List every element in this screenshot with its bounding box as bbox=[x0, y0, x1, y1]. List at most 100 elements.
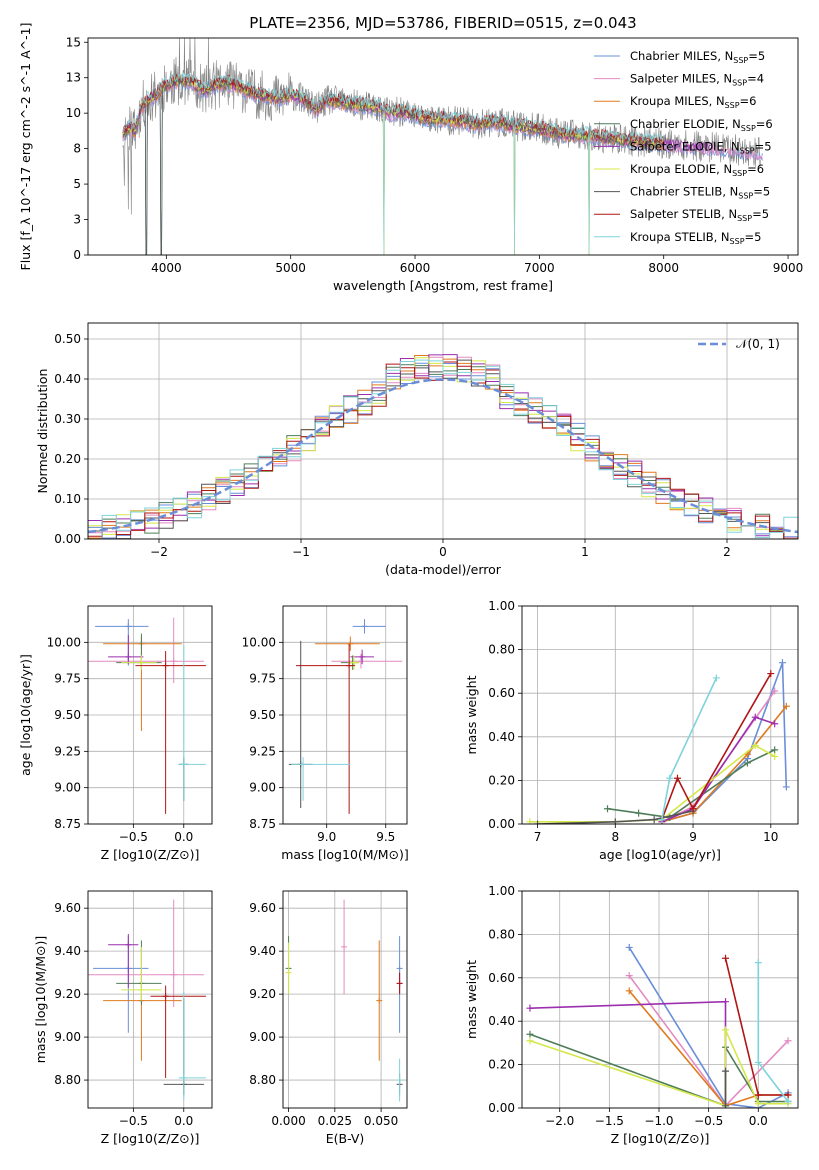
axes-frame bbox=[87, 605, 213, 825]
mass-weight-marker bbox=[526, 1030, 534, 1038]
y-axis-label: mass [log10(M/M⊙)] bbox=[33, 936, 48, 1064]
data-point-marker bbox=[341, 943, 348, 950]
x-tick-label: −1.0 bbox=[644, 1114, 673, 1128]
x-tick-label: −0.5 bbox=[119, 1114, 148, 1128]
y-tick-label: 8.75 bbox=[249, 817, 276, 831]
y-tick-label: 9.20 bbox=[54, 987, 81, 1001]
mass-weight-line-kroupa-stelib bbox=[757, 962, 789, 1102]
x-axis-label: Z [log10(Z/Z⊙)] bbox=[101, 847, 200, 862]
mass-weight-line-salpeter-stelib bbox=[661, 673, 772, 820]
normal-distribution-curve bbox=[88, 378, 798, 534]
mass-weight-vs-metallicity-panel: −2.0 −1.5 −1.0 −0.5 0.0 0.00 0.20 0.40 0.60 0.80 1… bbox=[464, 884, 799, 1146]
y-tick-label: 0.10 bbox=[54, 492, 81, 506]
legend-subscript: SSP bbox=[732, 169, 747, 178]
plot-area bbox=[526, 659, 790, 824]
legend-count: =5 bbox=[752, 207, 769, 221]
x-tick-label: 0.0 bbox=[749, 1114, 768, 1128]
mass-weight-marker bbox=[782, 783, 790, 791]
mass-weight-marker bbox=[625, 987, 633, 995]
y-tick-label: 9.25 bbox=[54, 744, 81, 758]
axes-frame bbox=[282, 890, 408, 1109]
mass-weight-marker bbox=[611, 818, 619, 824]
data-point-marker bbox=[125, 941, 132, 948]
x-tick-label: 1 bbox=[581, 545, 589, 559]
legend-count: =5 bbox=[748, 49, 765, 63]
legend-count: =4 bbox=[747, 72, 764, 86]
legend-subscript: SSP bbox=[737, 214, 752, 223]
y-tick-label: 0.20 bbox=[488, 1058, 515, 1072]
legend-label: Chabrier ELODIE, NSSP=6 bbox=[630, 117, 773, 133]
legend-label: Chabrier MILES, NSSP=5 bbox=[630, 49, 765, 65]
x-tick-label: −0.5 bbox=[119, 830, 148, 844]
x-tick-label: 0.050 bbox=[364, 1114, 398, 1128]
x-tick-label: 7000 bbox=[524, 261, 555, 275]
mass-weight-line-salpeter-elodie bbox=[661, 716, 775, 823]
y-tick-label: 9.60 bbox=[54, 901, 81, 915]
legend-subscript: SSP bbox=[725, 101, 740, 110]
mass-weight-marker bbox=[754, 1091, 762, 1099]
y-tick-label: 8.80 bbox=[249, 1073, 276, 1087]
y-tick-label: 9.75 bbox=[249, 672, 276, 686]
axes-frame bbox=[282, 605, 408, 825]
y-tick-label: 0.30 bbox=[54, 412, 81, 426]
x-axis-label: (data-model)/error bbox=[385, 562, 502, 577]
legend-count: =6 bbox=[756, 117, 773, 131]
axes-frame bbox=[521, 890, 799, 1109]
data-point-marker bbox=[347, 640, 354, 647]
x-tick-label: −0.5 bbox=[694, 1114, 723, 1128]
x-axis-label: Z [log10(Z/Z⊙)] bbox=[611, 1131, 710, 1146]
mass-weight-marker bbox=[784, 1097, 792, 1105]
y-tick-label: 5 bbox=[73, 177, 81, 191]
x-axis-label: age [log10(age/yr)] bbox=[599, 847, 721, 862]
residual-histogram-panel: −2 −1 0 1 2 0.00 0.10 0.20 0.30 0.40 0.50 (data-mod… bbox=[35, 322, 799, 577]
y-tick-label: 10.00 bbox=[242, 635, 276, 649]
y-tick-label: 15 bbox=[66, 35, 81, 49]
data-point-marker bbox=[125, 653, 132, 660]
x-tick-label: 7 bbox=[534, 830, 542, 844]
plot-area bbox=[285, 899, 403, 1102]
mass-weight-marker bbox=[771, 687, 779, 695]
mass-weight-marker bbox=[673, 774, 681, 782]
figure-title: PLATE=2356, MJD=53786, FIBERID=0515, z=0… bbox=[249, 14, 636, 32]
mass-weight-marker bbox=[778, 659, 786, 667]
y-tick-label: 9.00 bbox=[249, 781, 276, 795]
mass-weight-marker bbox=[754, 1058, 762, 1066]
mass-weight-marker bbox=[526, 818, 534, 824]
mass-weight-marker bbox=[526, 1004, 534, 1012]
spectrum-legend: Chabrier MILES, NSSP=5 Salpeter MILES, NS… bbox=[594, 49, 773, 246]
mass-weight-marker bbox=[722, 954, 730, 962]
y-tick-label: 0.40 bbox=[488, 1014, 515, 1028]
mass-weight-marker bbox=[625, 972, 633, 980]
y-tick-label: 8.75 bbox=[54, 817, 81, 831]
axes-frame bbox=[87, 890, 213, 1109]
legend-count: =6 bbox=[740, 94, 757, 108]
legend-label: 𝒩(0, 1) bbox=[736, 337, 780, 351]
mass-weight-marker bbox=[754, 1100, 762, 1108]
x-tick-label: 0.000 bbox=[271, 1114, 305, 1128]
y-tick-label: 9.50 bbox=[54, 708, 81, 722]
y-axis-label: Flux [f_λ 10^-17 erg cm^-2 s^-1 A^-1] bbox=[18, 23, 33, 271]
x-tick-label: −2 bbox=[150, 545, 168, 559]
y-tick-label: 0.00 bbox=[488, 1101, 515, 1115]
mass-weight-line-chabrier-miles bbox=[628, 946, 789, 1108]
mass-weight-marker bbox=[722, 1026, 730, 1034]
data-point-marker bbox=[300, 761, 307, 768]
x-tick-label: 9 bbox=[689, 830, 697, 844]
mass-weight-marker bbox=[782, 702, 790, 710]
mass-weight-marker bbox=[722, 1067, 730, 1075]
legend-subscript: SSP bbox=[738, 192, 753, 201]
model-spectrum-kroupa-elodie bbox=[122, 73, 665, 255]
legend-label: Salpeter MILES, NSSP=4 bbox=[630, 72, 764, 88]
mass-weight-marker bbox=[784, 1037, 792, 1045]
data-point-marker bbox=[138, 659, 145, 666]
mass-weight-vs-age-panel: 7 8 9 10 0.00 0.20 0.40 0.60 0.80 1.00 age [log10(… bbox=[464, 599, 799, 862]
x-tick-label: 8000 bbox=[648, 261, 679, 275]
mass-weight-line-salpeter-elodie bbox=[529, 1000, 727, 1106]
mass-weight-marker bbox=[534, 820, 542, 824]
y-tick-label: 0.80 bbox=[488, 643, 515, 657]
legend-subscript: SSP bbox=[730, 237, 745, 246]
mass-vs-ebv-panel: 0.000 0.025 0.050 8.80 9.00 9.20 9.40 9.60 E(B-V… bbox=[249, 890, 408, 1146]
plot-area bbox=[288, 619, 403, 814]
y-tick-label: 0.80 bbox=[488, 927, 515, 941]
mass-weight-marker bbox=[722, 998, 730, 1006]
